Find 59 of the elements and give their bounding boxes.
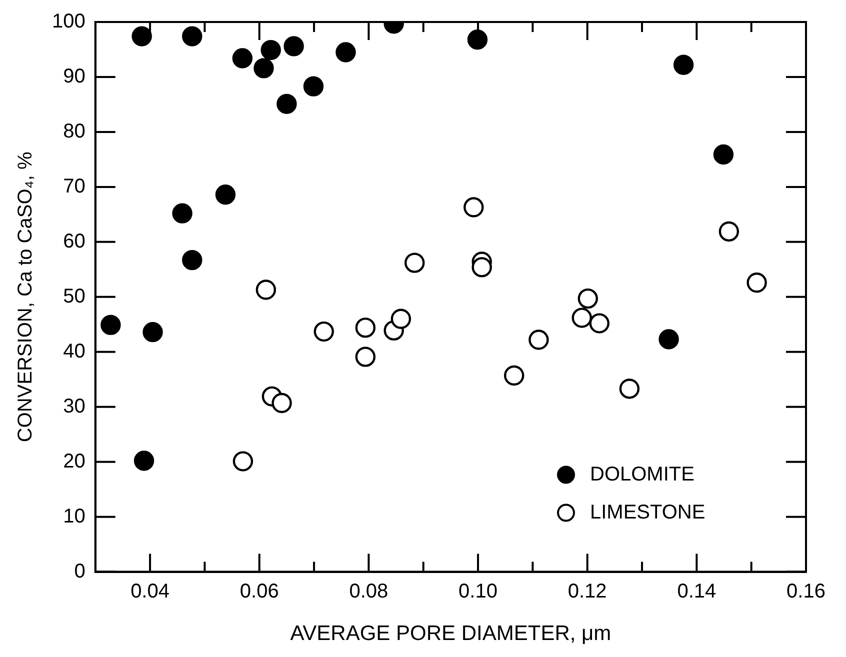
point: [314, 321, 334, 342]
point: [272, 392, 292, 414]
point: [132, 26, 152, 46]
point: [746, 272, 767, 293]
x-tick-label: 0.08: [349, 580, 388, 602]
y-tick-label: 10: [63, 505, 86, 528]
y-tick-label: 0: [74, 560, 86, 582]
point: [658, 329, 679, 350]
x-tick-label: 0.04: [130, 580, 170, 602]
point: [215, 184, 236, 205]
point: [673, 54, 694, 75]
point: [232, 451, 254, 472]
legend-label: DOLOMITE: [590, 463, 694, 486]
legend-label: LIMESTONE: [590, 501, 706, 524]
point: [390, 308, 412, 329]
y-tick-label: 40: [63, 340, 86, 362]
point: [578, 288, 598, 309]
y-tick-label: 100: [52, 10, 86, 33]
x-tick-label: 0.12: [568, 580, 607, 602]
point: [232, 48, 253, 68]
point: [284, 36, 304, 56]
point: [134, 450, 154, 471]
point: [303, 76, 324, 96]
point: [528, 330, 549, 350]
y-axis-title: CONVERSION, Ca to CaSO₄, %: [14, 151, 37, 442]
point: [355, 318, 376, 338]
point: [504, 365, 524, 386]
y-tick-label: 30: [63, 395, 86, 418]
point: [467, 29, 488, 50]
x-tick-label: 0.06: [240, 580, 279, 602]
point: [472, 257, 492, 278]
y-tick-label: 80: [63, 120, 86, 142]
point: [172, 203, 192, 224]
point: [182, 26, 202, 46]
x-tick-label: 0.10: [458, 580, 498, 602]
x-axis-title: AVERAGE PORE DIAMETER, μm: [290, 622, 612, 646]
point: [276, 94, 297, 114]
point: [256, 280, 276, 300]
point: [572, 308, 592, 328]
point: [182, 250, 202, 270]
point: [336, 42, 356, 62]
point: [404, 252, 425, 273]
y-tick-label: 20: [63, 450, 86, 472]
point: [260, 40, 281, 60]
y-tick-label: 70: [63, 175, 86, 198]
point: [355, 346, 376, 367]
x-tick-label: 0.14: [677, 580, 716, 602]
y-tick-label: 50: [63, 285, 86, 308]
x-tick-label: 0.16: [786, 580, 826, 602]
point: [100, 314, 121, 336]
point: [254, 58, 274, 78]
y-tick-label: 60: [63, 230, 86, 252]
y-tick-label: 90: [63, 65, 86, 88]
point: [713, 144, 734, 165]
point: [589, 313, 610, 334]
point: [619, 378, 640, 399]
point: [142, 322, 163, 342]
point: [718, 221, 740, 242]
point: [464, 197, 484, 218]
